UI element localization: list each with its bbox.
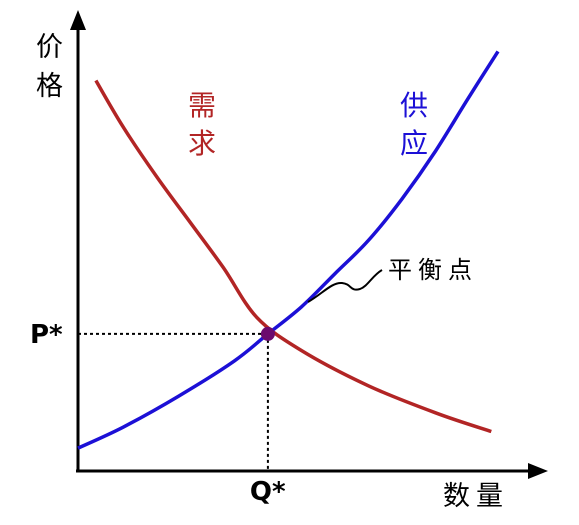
supply-label: 供 应 [400,89,428,160]
p-star-label: P* [30,320,63,350]
equilibrium-label: 平衡点 [388,256,478,284]
svg-text:格: 格 [36,71,63,102]
y-axis-label: 价 格 [36,32,63,102]
equilibrium-leader-line [307,269,383,303]
svg-text:供: 供 [400,89,428,122]
svg-text:求: 求 [188,127,216,160]
q-star-label: Q* [250,477,286,507]
svg-text:价: 价 [36,32,63,63]
svg-text:应: 应 [400,127,428,160]
x-axis-label: 数量 [443,481,509,512]
x-axis-arrow [528,463,548,479]
demand-label: 需 求 [188,89,216,160]
equilibrium-point [260,326,275,341]
demand-curve [94,79,492,434]
y-axis-arrow [70,10,86,30]
svg-text:需: 需 [188,89,216,122]
supply-curve [77,50,500,450]
